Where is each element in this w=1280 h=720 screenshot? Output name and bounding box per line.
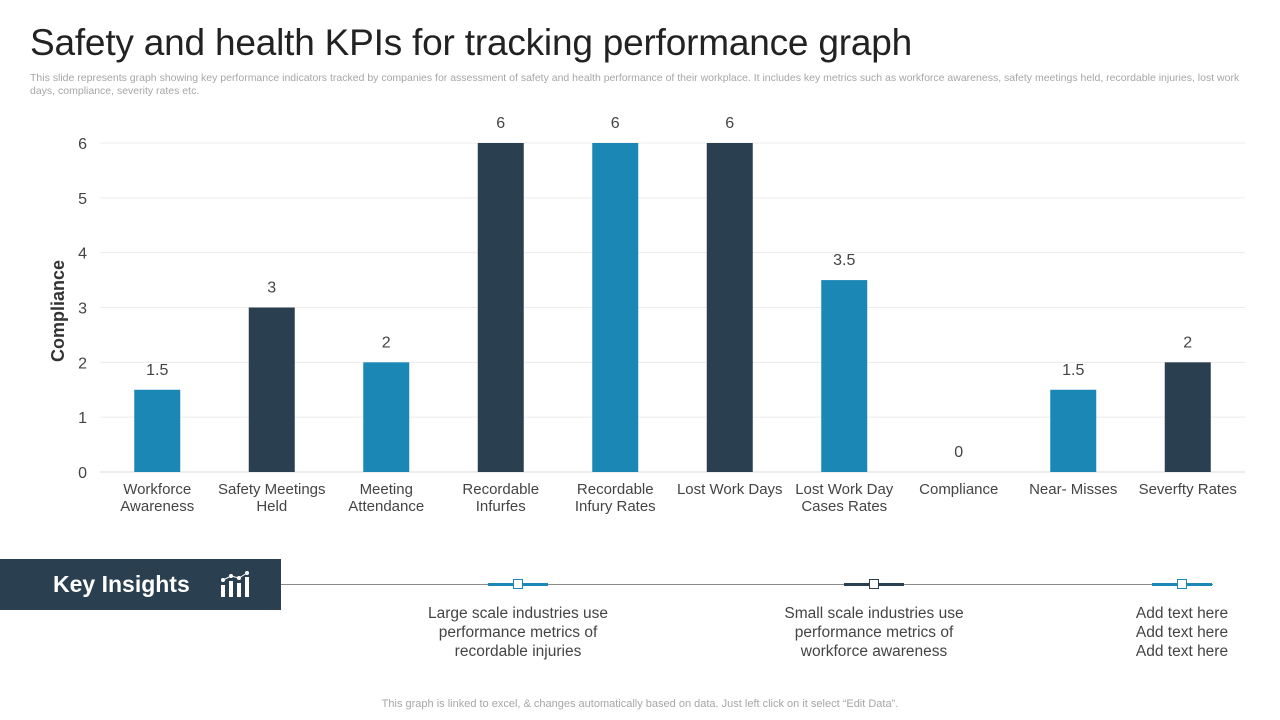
x-tick-label: Workforce Awareness [120, 481, 194, 515]
bar-value-label: 6 [725, 115, 734, 132]
bar-value-label: 0 [954, 444, 963, 461]
x-tick-label: Lost Work Days [677, 481, 783, 498]
insights-timeline [281, 584, 1213, 585]
page-title: Safety and health KPIs for tracking perf… [30, 22, 913, 63]
bar-value-label: 1.5 [1062, 362, 1084, 379]
y-tick-label: 4 [78, 246, 87, 263]
x-tick-label: Compliance [919, 481, 998, 498]
insight-text: Large scale industries use performance me… [398, 604, 638, 661]
insight-line: workforce awareness [800, 643, 948, 660]
x-tick-label: Lost Work Day Cases Rates [795, 481, 894, 515]
bar-value-label: 3.5 [833, 252, 855, 269]
x-tick-label: Recordable Infurfes [462, 481, 539, 515]
bar [1050, 389, 1097, 472]
footer-note: This graph is linked to excel, & changes… [381, 698, 899, 710]
bar-value-label: 2 [382, 334, 391, 351]
bar-value-label: 2 [1183, 334, 1192, 351]
insight-line: Add text here [1135, 624, 1229, 641]
timeline-marker [869, 579, 879, 589]
bar-value-label: 1.5 [146, 362, 168, 379]
bar [248, 307, 295, 472]
x-tick-label: Safety Meetings Held [218, 481, 326, 515]
bar [821, 280, 868, 472]
bar-value-label: 6 [496, 115, 505, 132]
insight-line: Large scale industries use [427, 605, 609, 622]
x-tick-label: Severfty Rates [1139, 481, 1237, 498]
bar [592, 143, 639, 472]
timeline-marker [1177, 579, 1187, 589]
y-tick-label: 0 [78, 465, 87, 482]
x-tick-label: Near- Misses [1029, 481, 1117, 498]
insight-line: recordable injuries [454, 643, 582, 660]
y-tick-label: 2 [78, 355, 87, 372]
insight-text: Add text here Add text here Add text here [1062, 604, 1280, 661]
y-axis-title: Compliance [48, 260, 68, 362]
insight-line: performance metrics of [438, 624, 598, 641]
insight-line: performance metrics of [794, 624, 954, 641]
bar-chart-icon [221, 571, 249, 597]
bar [706, 143, 753, 472]
y-tick-label: 6 [78, 136, 87, 153]
insight-text: Small scale industries use performance me… [754, 604, 994, 661]
y-tick-label: 1 [78, 410, 87, 427]
bar-value-label: 3 [267, 280, 276, 297]
bar [363, 362, 410, 472]
timeline-marker [513, 579, 523, 589]
x-tick-label: Recordable Infury Rates [575, 481, 656, 515]
y-tick-label: 3 [78, 301, 87, 318]
kpi-bar-chart: 0 1 2 3 4 5 6 1.5 Workforce Awareness 3 Safety Meet… [48, 115, 1245, 515]
bar [134, 389, 181, 472]
y-tick-label: 5 [78, 191, 87, 208]
insight-line: Add text here [1135, 605, 1229, 622]
key-insights-header: Key Insights [0, 559, 281, 610]
bar [477, 143, 524, 472]
insight-line: Add text here [1135, 643, 1229, 660]
insight-line: Small scale industries use [784, 605, 964, 622]
x-tick-label: Meeting Attendance [348, 481, 424, 515]
key-insights-label: Key Insights [53, 571, 190, 597]
bar-value-label: 6 [611, 115, 620, 132]
page-subtitle: This slide represents graph showing key … [30, 72, 1240, 97]
bar [1164, 362, 1211, 472]
